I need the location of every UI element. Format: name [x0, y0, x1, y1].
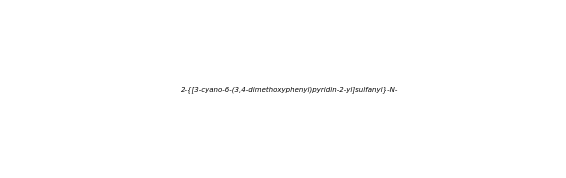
Text: 2-{[3-cyano-6-(3,4-dimethoxyphenyl)pyridin-2-yl]sulfanyl}-N-: 2-{[3-cyano-6-(3,4-dimethoxyphenyl)pyrid… — [181, 87, 399, 93]
